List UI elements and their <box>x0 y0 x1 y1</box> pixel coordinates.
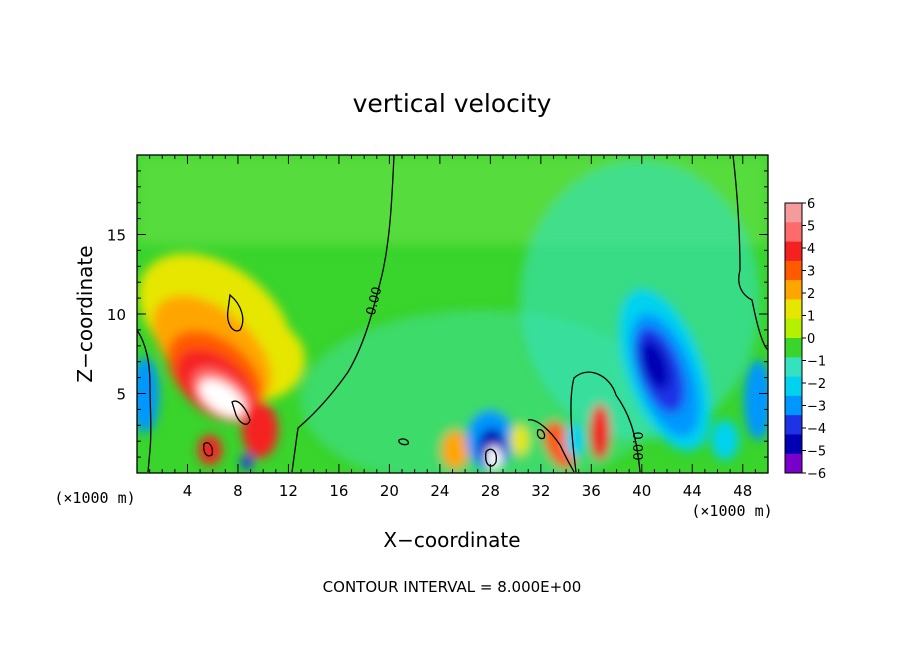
x-tick-label: 20 <box>380 482 399 500</box>
y-tick-label: 10 <box>107 306 126 324</box>
colorbar-label: −3 <box>807 400 826 415</box>
colorbar: 6 5 4 3 2 1 0 −1 −2 −3 −4 −5 −6 <box>784 197 826 482</box>
colorbar-label: −4 <box>807 422 826 437</box>
x-axis: 4 8 12 16 20 24 28 32 36 40 44 48 <box>136 155 769 500</box>
field-shading <box>137 155 768 473</box>
y-axis: 5 10 15 <box>107 154 768 474</box>
colorbar-swatch <box>785 434 802 455</box>
contour-interval-note: CONTOUR INTERVAL = 8.000E+00 <box>323 578 582 596</box>
zero-contours <box>137 155 768 473</box>
colorbar-swatch <box>785 357 802 377</box>
x-tick-label: 24 <box>430 482 449 500</box>
x-tick-label: 16 <box>329 482 348 500</box>
colorbar-label: 0 <box>807 332 815 347</box>
x-tick-label: 36 <box>582 482 601 500</box>
chart-title: vertical velocity <box>353 89 552 118</box>
colorbar-swatch <box>785 376 802 397</box>
colorbar-label: 4 <box>807 242 815 257</box>
y-tick-label: 5 <box>116 386 126 404</box>
plot-area: 0.00 0.00 <box>137 155 768 473</box>
colorbar-swatch <box>785 318 802 339</box>
colorbar-swatch <box>785 338 802 358</box>
colorbar-swatch <box>785 453 802 474</box>
colorbar-swatch <box>785 241 802 262</box>
x-tick-label: 44 <box>683 482 702 500</box>
colorbar-label: −2 <box>807 377 826 392</box>
colorbar-swatch <box>785 203 802 223</box>
colorbar-label: 1 <box>807 310 815 325</box>
y-axis-label: Z−coordinate <box>73 245 97 382</box>
colorbar-label: 5 <box>807 220 815 235</box>
x-unit-right: (×1000 m) <box>691 502 772 520</box>
colorbar-label: 6 <box>807 197 815 212</box>
x-tick-label: 4 <box>183 482 193 500</box>
colorbar-swatch <box>785 299 802 320</box>
x-axis-label: X−coordinate <box>383 528 520 552</box>
x-tick-label: 12 <box>279 482 298 500</box>
y-tick-label: 15 <box>107 227 126 245</box>
x-tick-label: 32 <box>531 482 550 500</box>
x-tick-label: 40 <box>632 482 651 500</box>
colorbar-label: 3 <box>807 265 815 280</box>
contour-label-2: 0.00 <box>629 432 644 461</box>
colorbar-swatch <box>785 280 802 300</box>
colorbar-swatch <box>785 415 802 435</box>
x-tick-label: 8 <box>233 482 243 500</box>
colorbar-label: 2 <box>807 287 815 302</box>
colorbar-swatch <box>785 260 802 281</box>
x-unit-left: (×1000 m) <box>54 489 135 507</box>
colorbar-label: −6 <box>807 467 826 482</box>
contour-label-1: 0.00 <box>364 285 386 317</box>
colorbar-swatch <box>785 222 802 242</box>
colorbar-label: −1 <box>807 355 826 370</box>
x-tick-label: 48 <box>733 482 752 500</box>
colorbar-swatch <box>785 395 802 416</box>
x-tick-label: 28 <box>481 482 500 500</box>
colorbar-label: −5 <box>807 445 826 460</box>
